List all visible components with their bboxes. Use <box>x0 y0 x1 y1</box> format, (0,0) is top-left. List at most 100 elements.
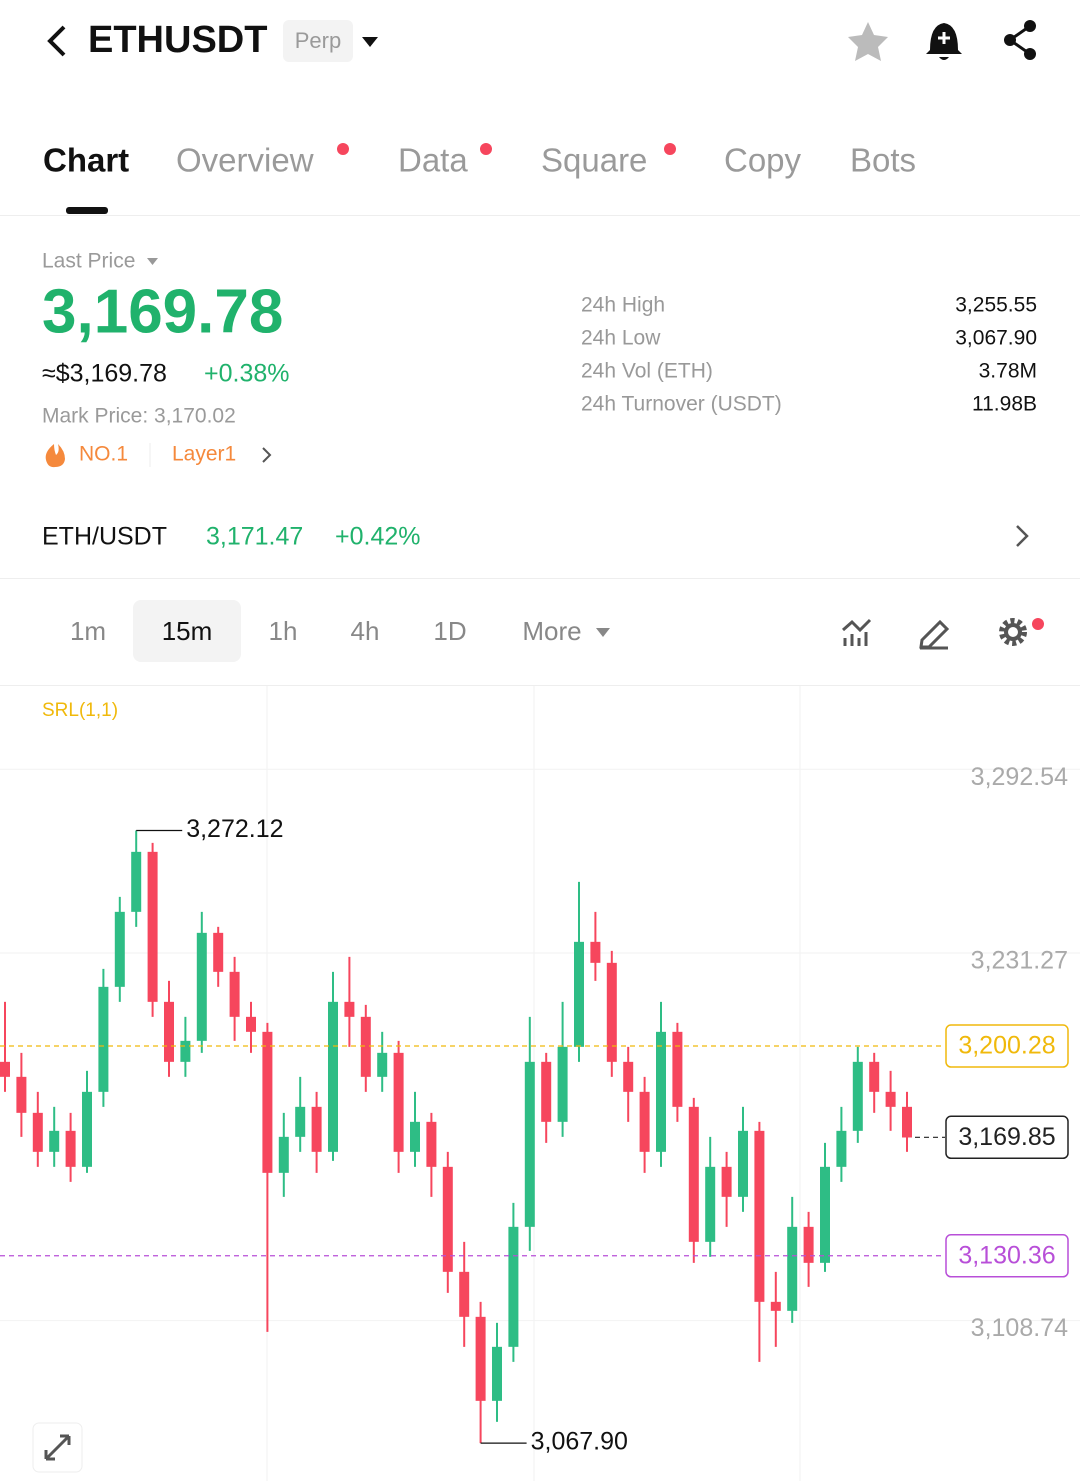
symbol-dropdown[interactable] <box>362 37 378 47</box>
expand-icon <box>44 1434 71 1461</box>
candle-body <box>213 932 224 972</box>
candle-body <box>262 1031 273 1173</box>
candle-body <box>164 1001 174 1062</box>
candle-body <box>246 1016 256 1032</box>
tab[interactable]: Square <box>541 142 647 179</box>
price-tag <box>945 1234 1069 1278</box>
candle-body <box>738 1130 748 1197</box>
stat-value: 3,255.55 <box>955 294 1037 317</box>
candle-body <box>377 1052 388 1077</box>
y-tick-label: 3,231.27 <box>971 947 1068 975</box>
candle-body <box>180 1040 191 1062</box>
interval[interactable]: More <box>522 616 581 646</box>
more-dropdown[interactable] <box>596 628 610 637</box>
tab[interactable]: Chart <box>43 142 129 179</box>
back-icon[interactable] <box>47 25 66 57</box>
candle-body <box>672 1031 683 1107</box>
share-icon[interactable] <box>1004 20 1036 60</box>
candle-body <box>574 941 584 1047</box>
interval[interactable]: 15m <box>162 616 213 646</box>
tab-indicator <box>66 207 108 214</box>
badge: Perp <box>295 28 341 53</box>
spot-pair[interactable]: ETH/USDT <box>42 523 167 551</box>
candle-body <box>278 1136 289 1173</box>
candle-body <box>902 1106 912 1138</box>
interval[interactable]: 1m <box>70 616 106 646</box>
candle-body <box>65 1130 76 1167</box>
candle-body <box>656 1031 666 1152</box>
price-tag-label: 3,200.28 <box>958 1032 1055 1060</box>
candle-body <box>16 1076 27 1113</box>
candle-body <box>836 1130 847 1167</box>
stat-value: 11.98B <box>972 393 1037 416</box>
candle-body <box>32 1112 43 1152</box>
candle-body <box>885 1091 896 1107</box>
stat-value: 3,067.90 <box>955 327 1037 350</box>
settings-icon[interactable] <box>999 618 1027 646</box>
candle-body <box>820 1166 830 1263</box>
candle-body <box>754 1130 765 1302</box>
tag[interactable]: Layer1 <box>172 443 236 466</box>
candle-body <box>721 1166 732 1197</box>
candle-body <box>49 1130 60 1152</box>
alert-plus <box>938 32 950 44</box>
tab-dot <box>480 143 492 155</box>
tab-dot <box>664 143 676 155</box>
candle-body <box>541 1061 552 1122</box>
tab[interactable]: Copy <box>724 142 802 179</box>
price-caption[interactable]: Last Price <box>42 250 135 273</box>
stat-label: 24h Vol (ETH) <box>581 360 713 383</box>
caption-dropdown[interactable] <box>147 258 158 265</box>
candle-body <box>426 1121 437 1167</box>
extreme-label: 3,067.90 <box>531 1428 628 1456</box>
candle-body <box>98 986 109 1092</box>
candle-body <box>606 962 617 1062</box>
y-tick-label: 3,108.74 <box>971 1314 1068 1342</box>
y-tick-label: 3,292.54 <box>971 763 1068 791</box>
settings-dot <box>1032 618 1044 630</box>
stat-label: 24h High <box>581 294 665 317</box>
spot-chevron[interactable] <box>1016 525 1029 547</box>
candle-body <box>475 1316 486 1401</box>
candle-body <box>770 1301 781 1311</box>
price-tag-label: 3,169.85 <box>958 1123 1055 1151</box>
rank[interactable]: NO.1 <box>79 443 128 466</box>
candle-body <box>459 1271 470 1317</box>
indicator-icon[interactable] <box>842 618 872 646</box>
interval[interactable]: 1h <box>269 616 298 646</box>
candle-body <box>114 911 125 987</box>
candle-body <box>590 941 601 963</box>
draw-icon[interactable] <box>919 619 950 650</box>
price-tag <box>945 1024 1069 1068</box>
badge-bg <box>283 20 353 62</box>
tab[interactable]: Data <box>398 142 468 179</box>
candle-body <box>229 971 240 1017</box>
candle-body <box>508 1226 519 1347</box>
tag-chevron[interactable] <box>262 447 272 463</box>
candle-body <box>623 1061 634 1092</box>
candle-body <box>852 1061 863 1131</box>
candle-body <box>131 851 142 912</box>
tab-dot <box>337 143 349 155</box>
stat-label: 24h Low <box>581 327 661 350</box>
interval[interactable]: 1D <box>433 616 466 646</box>
tab[interactable]: Bots <box>850 142 916 179</box>
interval-selected-bg <box>133 600 241 662</box>
candle-body <box>344 1001 355 1017</box>
candle-body <box>639 1091 650 1152</box>
candle-body <box>787 1226 798 1311</box>
interval[interactable]: 4h <box>351 616 380 646</box>
favorite-icon[interactable] <box>848 22 888 61</box>
tab[interactable]: Overview <box>176 142 314 179</box>
candle-body <box>410 1121 420 1152</box>
candle-body <box>311 1106 322 1152</box>
price-tag-label: 3,130.36 <box>958 1241 1055 1269</box>
candle-body <box>492 1346 502 1401</box>
candle-body <box>688 1106 699 1242</box>
candle-body <box>82 1091 92 1167</box>
fire-icon <box>45 444 65 468</box>
candle-body <box>147 851 158 1002</box>
price-tag <box>945 1115 1069 1160</box>
